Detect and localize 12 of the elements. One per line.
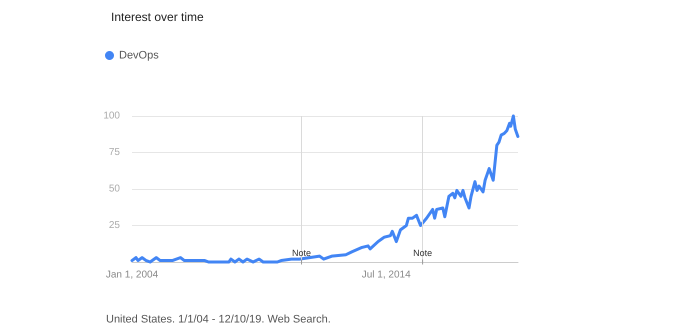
x-tick-label: Jul 1, 2014 (362, 270, 412, 280)
line-series (130, 114, 520, 264)
y-tick-label: 100 (103, 110, 120, 122)
ref-line-label: Note (292, 248, 312, 258)
chart-title: Interest over time (111, 10, 204, 24)
y-tick-label: 75 (108, 147, 120, 158)
text: United States. 1/1/04 - 12/10/19. Web Search. (106, 314, 331, 326)
y-tick-label: 50 (108, 184, 120, 194)
y-tick-label: 25 (108, 220, 120, 231)
legend-label: DevOps (119, 50, 160, 62)
x-tick-label: Jan 1, 2004 (106, 270, 159, 280)
ref-line-label: Note (413, 248, 432, 258)
